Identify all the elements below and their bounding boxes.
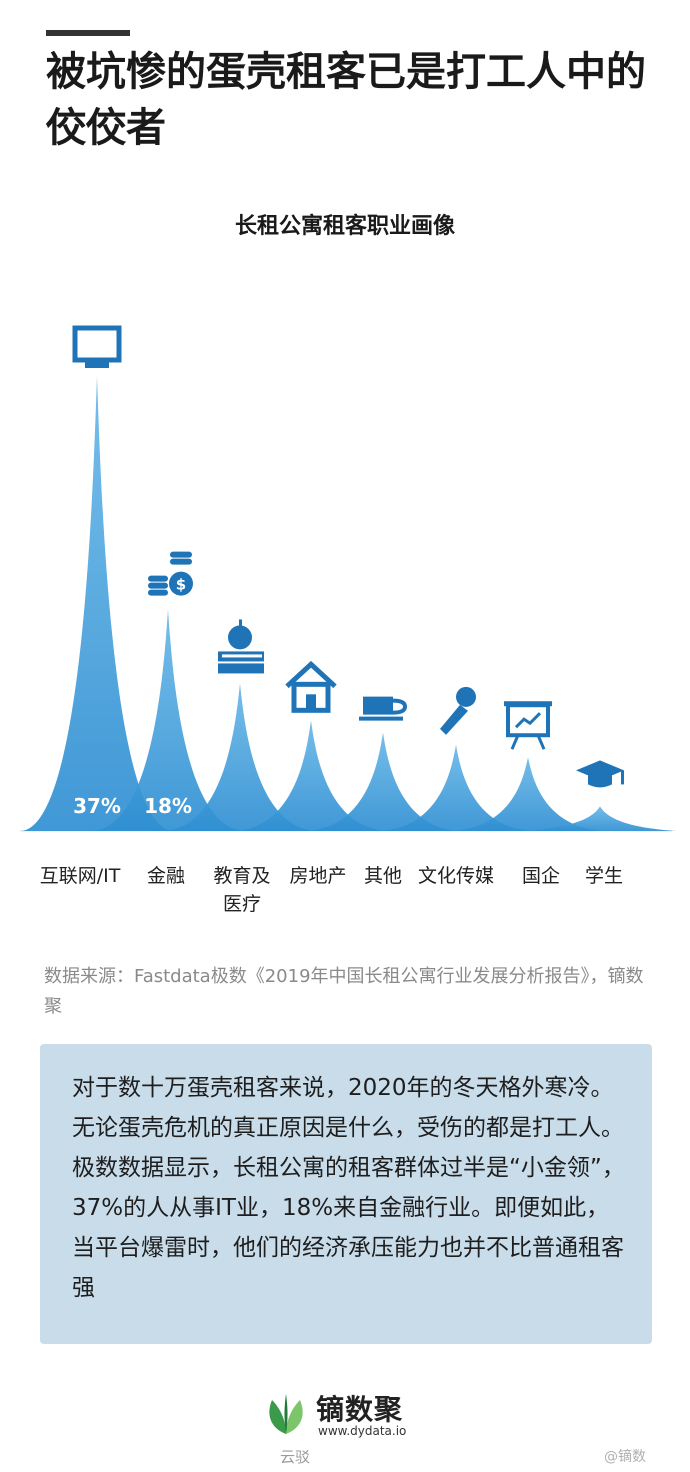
graduation-cap-icon (576, 760, 624, 788)
coins-icon: $ (148, 551, 193, 596)
brand-url: www.dydata.io (318, 1424, 407, 1438)
chart-title: 长租公寓租客职业画像 (234, 214, 455, 239)
leaf-logo-icon (269, 1394, 303, 1434)
category-label-5: 其他 (363, 865, 402, 887)
peak-2 (92, 609, 244, 831)
coffee-cup-icon (359, 696, 408, 721)
svg-text:$: $ (176, 576, 186, 594)
watermark-left: 云驳 (280, 1448, 311, 1466)
title-accent-bar (46, 30, 130, 36)
category-label-6: 文化传媒 (417, 865, 494, 887)
category-label-7: 国企 (521, 865, 560, 887)
house-icon (285, 660, 337, 713)
peak-6 (380, 744, 532, 831)
peak-8 (524, 806, 676, 831)
category-label-2: 金融 (146, 865, 185, 887)
peak-1 (21, 376, 173, 831)
peak-5 (307, 732, 459, 831)
peak-3 (164, 683, 316, 831)
monitor-icon (72, 325, 122, 368)
summary-panel: 对于数十万蛋壳租客来说，2020年的冬天格外寒冷。无论蛋壳危机的真正原因是什么，… (40, 1044, 652, 1344)
peak-4 (235, 720, 387, 831)
occupation-chart: $ 37% 18% (20, 325, 676, 832)
data-source: 数据来源：Fastdata极数《2019年中国长租公寓行业发展分析报告》，镝数聚 (44, 966, 644, 1017)
brand-footer[interactable]: 镝数聚 www.dydata.io (262, 1384, 462, 1444)
apple-books-icon (218, 619, 264, 674)
summary-text: 对于数十万蛋壳租客来说，2020年的冬天格外寒冷。无论蛋壳危机的真正原因是什么，… (72, 1075, 625, 1301)
brand-name: 镝数聚 (316, 1393, 404, 1426)
page-title: 被坑惨的蛋壳租客已是打工人中的佼佼者 (46, 49, 646, 151)
category-label-4: 房地产 (289, 865, 347, 887)
value-label-2: 18% (144, 794, 192, 818)
category-label-8: 学生 (584, 865, 623, 887)
peak-7 (452, 757, 604, 831)
category-label-3: 教育及医疗 (213, 865, 271, 915)
presentation-board-icon (504, 701, 552, 750)
watermark-right: @镝数 (604, 1449, 646, 1465)
value-label-1: 37% (73, 794, 121, 818)
microphone-icon (440, 686, 476, 735)
category-label-1: 互联网/IT (39, 865, 121, 887)
